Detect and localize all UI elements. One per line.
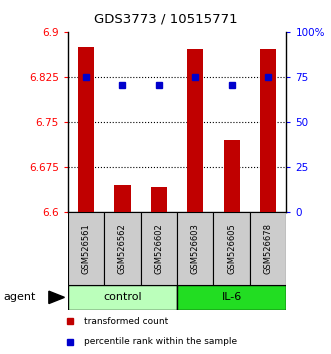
Polygon shape	[49, 291, 65, 304]
Text: percentile rank within the sample: percentile rank within the sample	[84, 337, 237, 346]
Text: GSM526561: GSM526561	[81, 223, 91, 274]
Text: transformed count: transformed count	[84, 316, 168, 326]
Bar	[213, 212, 250, 285]
Bar	[250, 212, 286, 285]
Text: GSM526678: GSM526678	[263, 223, 273, 274]
Bar	[78, 47, 94, 212]
Bar	[68, 285, 177, 310]
Bar	[114, 185, 131, 212]
Bar	[68, 212, 104, 285]
Text: control: control	[103, 292, 142, 302]
Text: IL-6: IL-6	[221, 292, 242, 302]
Bar	[177, 285, 286, 310]
Text: GSM526562: GSM526562	[118, 223, 127, 274]
Text: GSM526602: GSM526602	[154, 223, 164, 274]
Bar	[104, 212, 141, 285]
Bar	[223, 140, 240, 212]
Text: GDS3773 / 10515771: GDS3773 / 10515771	[94, 12, 237, 25]
Bar	[151, 187, 167, 212]
Text: agent: agent	[3, 292, 36, 302]
Text: GSM526605: GSM526605	[227, 223, 236, 274]
Bar	[187, 49, 204, 212]
Bar	[260, 49, 276, 212]
Bar	[141, 212, 177, 285]
Bar	[177, 212, 213, 285]
Text: GSM526603: GSM526603	[191, 223, 200, 274]
